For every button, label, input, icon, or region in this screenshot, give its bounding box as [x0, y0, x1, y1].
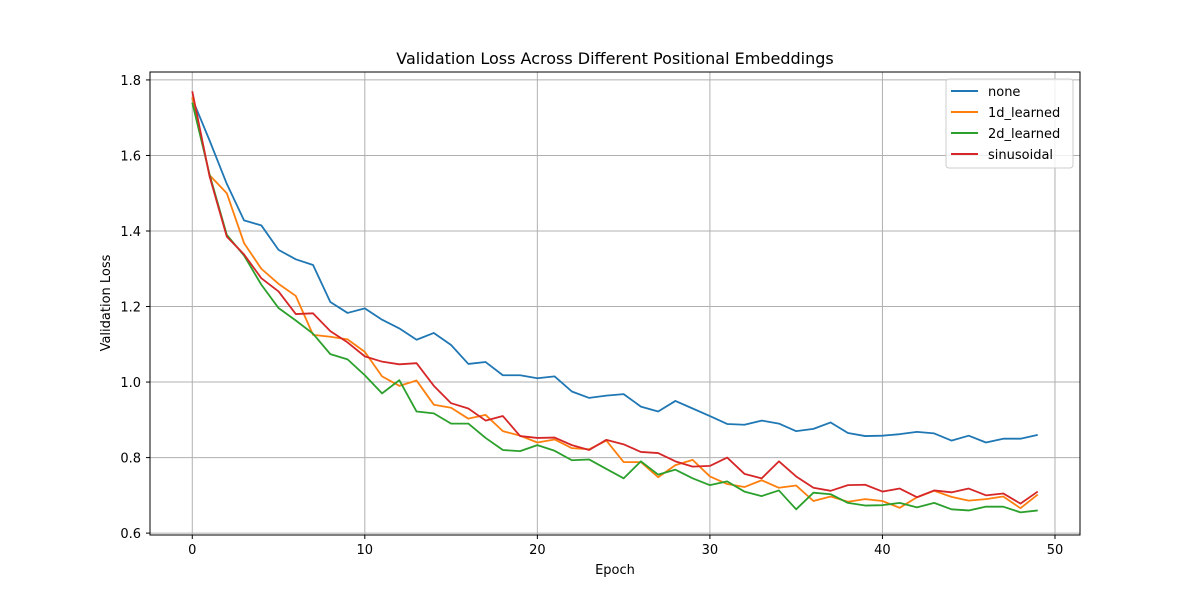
y-tick-label: 0.6	[120, 527, 141, 542]
y-tick-label: 1.4	[120, 225, 141, 240]
plot-frame	[149, 71, 1081, 536]
legend-label: 1d_learned	[988, 106, 1060, 121]
series-line-none	[191, 98, 1038, 444]
x-tick-label: 10	[357, 543, 374, 558]
grid-lines	[150, 72, 1080, 535]
y-axis-title: Validation Loss	[99, 254, 114, 351]
x-tick-label: 30	[702, 543, 719, 558]
x-tick-label: 40	[874, 543, 891, 558]
x-tick-label: 50	[1047, 543, 1064, 558]
x-tick-label: 20	[529, 543, 546, 558]
x-axis-ticks: 0 10 20 30 40 50	[188, 535, 1063, 558]
y-tick-label: 1.0	[120, 376, 141, 391]
x-tick-label: 0	[188, 543, 196, 558]
legend-label: none	[988, 85, 1020, 100]
y-tick-label: 1.2	[120, 301, 141, 316]
series-line-2d-learned	[191, 102, 1038, 514]
legend: none 1d_learned 2d_learned sinusoidal	[945, 78, 1074, 169]
legend-label: sinusoidal	[988, 148, 1053, 163]
y-tick-label: 1.6	[120, 149, 141, 164]
y-tick-label: 1.8	[120, 74, 141, 89]
legend-label: 2d_learned	[988, 127, 1060, 142]
y-axis-ticks: 0.6 0.8 1.0 1.2 1.4 1.6 1.8	[120, 74, 150, 542]
chart-title: Validation Loss Across Different Positio…	[396, 49, 833, 68]
series-line-sinusoidal	[191, 91, 1039, 505]
legend-box	[945, 78, 1074, 169]
series-line-1d-learned	[191, 96, 1039, 510]
series-lines	[191, 91, 1039, 514]
x-axis-title: Epoch	[595, 563, 635, 578]
y-tick-label: 0.8	[120, 452, 141, 467]
